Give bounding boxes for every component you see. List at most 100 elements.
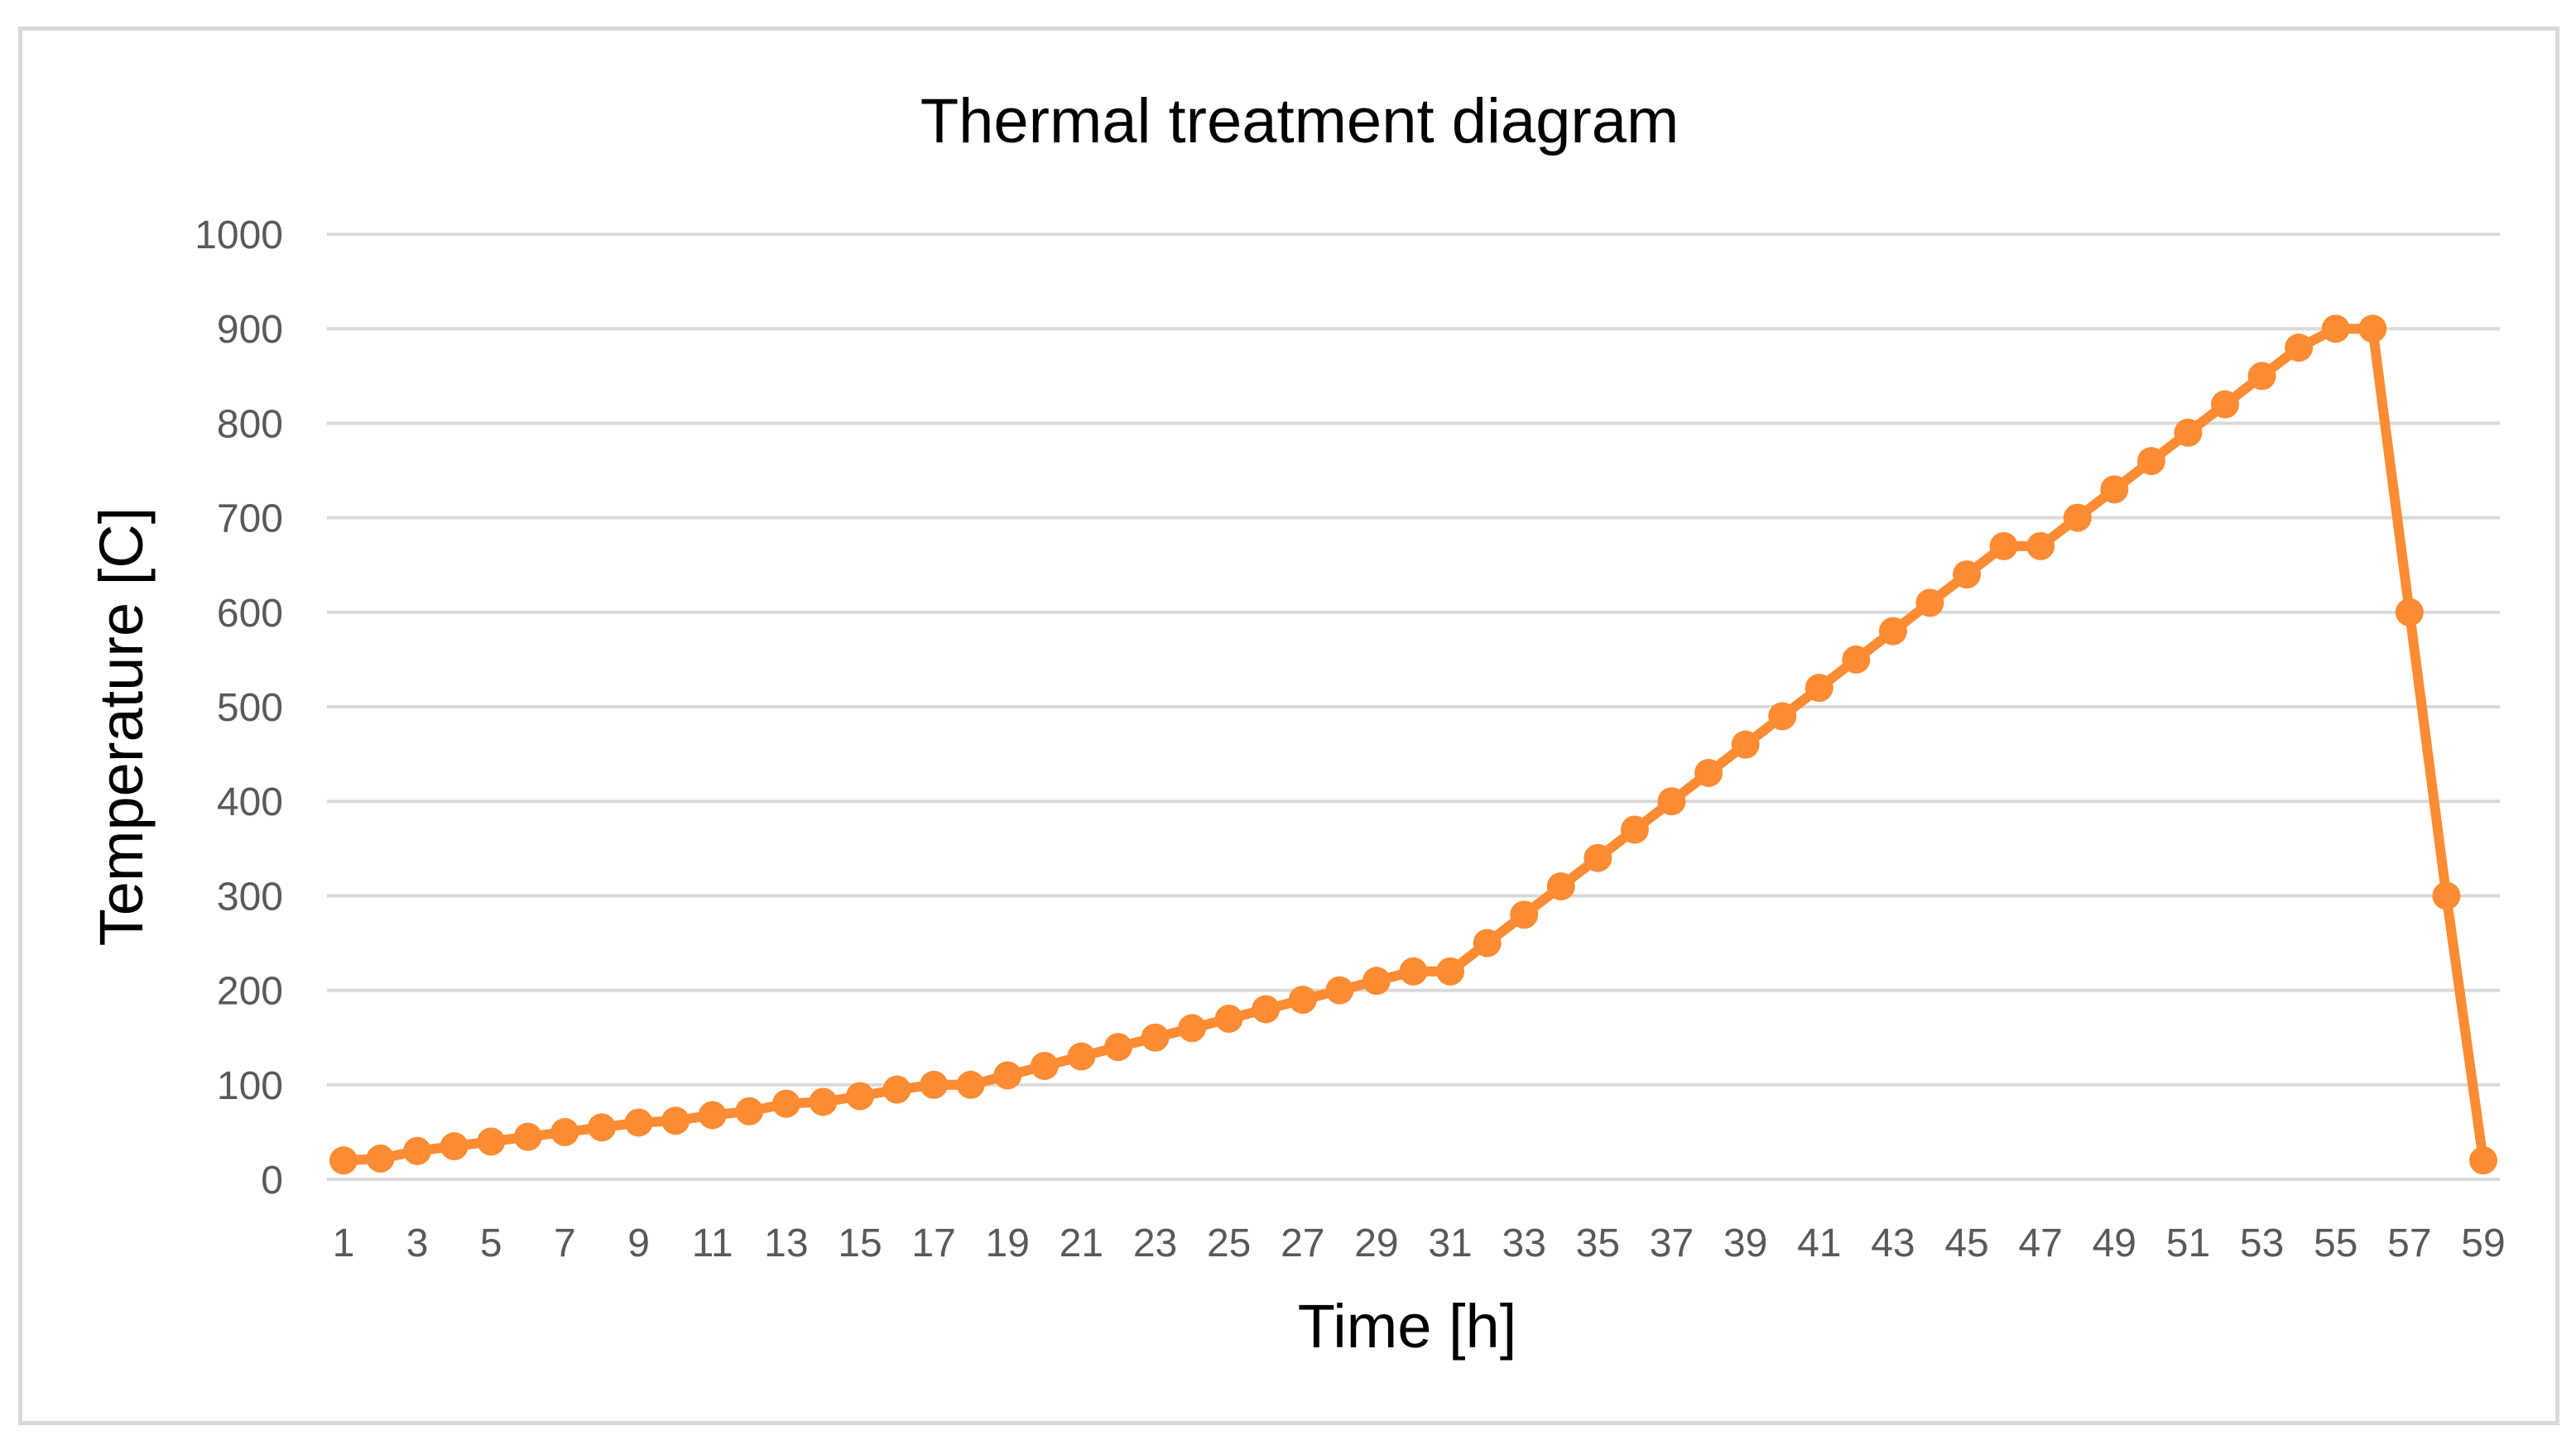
data-point xyxy=(1141,1023,1170,1052)
x-tick-label: 5 xyxy=(480,1222,502,1265)
data-point xyxy=(329,1146,358,1175)
x-tick-label: 3 xyxy=(406,1222,429,1265)
data-point xyxy=(1252,995,1281,1024)
data-point xyxy=(2285,334,2314,362)
x-tick-label: 49 xyxy=(2093,1222,2136,1265)
data-point xyxy=(2247,362,2276,391)
data-point xyxy=(771,1089,800,1118)
x-tick-label: 35 xyxy=(1576,1222,1620,1265)
data-point xyxy=(1030,1051,1059,1080)
data-point xyxy=(1842,645,1871,674)
data-point xyxy=(1399,957,1428,986)
y-tick-label: 900 xyxy=(217,308,283,352)
data-point xyxy=(1436,957,1465,986)
x-tick-label: 39 xyxy=(1723,1222,1767,1265)
x-tick-label: 41 xyxy=(1797,1222,1841,1265)
data-point xyxy=(1768,702,1797,731)
y-tick-label: 300 xyxy=(217,875,283,919)
data-point xyxy=(1657,787,1686,816)
x-tick-label: 21 xyxy=(1060,1222,1103,1265)
data-point xyxy=(2358,314,2387,343)
data-point xyxy=(624,1108,653,1137)
x-tick-label: 27 xyxy=(1281,1222,1324,1265)
x-tick-label: 31 xyxy=(1428,1222,1472,1265)
grid-lines xyxy=(327,233,2500,1181)
data-point xyxy=(1584,843,1612,872)
y-tick-label: 500 xyxy=(217,686,283,730)
x-tick-label: 43 xyxy=(1871,1222,1915,1265)
data-point xyxy=(698,1101,727,1130)
x-tick-label: 15 xyxy=(838,1222,882,1265)
data-point xyxy=(920,1070,949,1099)
x-tick-label: 19 xyxy=(986,1222,1030,1265)
data-point xyxy=(1694,758,1723,787)
y-tick-label: 800 xyxy=(217,402,283,446)
data-point xyxy=(2136,447,2165,476)
y-tick-label: 400 xyxy=(217,780,283,824)
data-point xyxy=(1620,815,1649,844)
x-tick-label: 59 xyxy=(2461,1222,2505,1265)
data-point xyxy=(1325,976,1354,1005)
data-point xyxy=(1878,617,1907,646)
y-tick-label: 700 xyxy=(217,497,283,541)
x-axis-ticks: 1 3 5 7 9 11 13 15 17 19 21 23 25 27 29 31 33 35 37 39 41 43 4… xyxy=(333,1222,2506,1265)
data-point xyxy=(1067,1042,1096,1071)
data-point xyxy=(1288,986,1317,1015)
x-tick-label: 25 xyxy=(1207,1222,1251,1265)
x-axis-title: Time [h] xyxy=(1298,1292,1517,1361)
data-point xyxy=(1510,900,1539,929)
data-point xyxy=(1103,1033,1132,1062)
y-axis-ticks: 0 100 200 300 400 500 600 700 800 900 1000 xyxy=(195,214,283,1203)
data-point xyxy=(1805,674,1833,703)
data-point xyxy=(956,1070,985,1099)
data-point xyxy=(1953,560,1982,589)
data-point xyxy=(1178,1014,1207,1043)
data-point xyxy=(2026,531,2055,560)
data-point xyxy=(2100,475,2129,504)
data-point xyxy=(845,1082,874,1111)
temperature-series xyxy=(329,314,2497,1175)
x-tick-label: 33 xyxy=(1502,1222,1546,1265)
data-point xyxy=(477,1127,506,1156)
data-point xyxy=(2211,390,2240,419)
data-point xyxy=(550,1117,579,1146)
y-tick-label: 1000 xyxy=(195,214,283,257)
data-point xyxy=(440,1132,469,1161)
data-point xyxy=(513,1122,542,1151)
x-tick-label: 57 xyxy=(2387,1222,2431,1265)
data-point xyxy=(2174,418,2203,447)
data-point xyxy=(2321,314,2350,343)
y-tick-label: 100 xyxy=(217,1064,283,1108)
x-tick-label: 29 xyxy=(1354,1222,1398,1265)
x-tick-label: 37 xyxy=(1650,1222,1694,1265)
x-tick-label: 9 xyxy=(627,1222,650,1265)
x-tick-label: 7 xyxy=(554,1222,576,1265)
data-point xyxy=(735,1097,764,1126)
y-tick-label: 0 xyxy=(261,1159,283,1203)
data-point xyxy=(2395,598,2424,626)
data-point xyxy=(1915,588,1944,617)
data-point xyxy=(1731,730,1760,759)
data-point xyxy=(2432,881,2461,910)
data-point xyxy=(1214,1004,1243,1033)
x-tick-label: 1 xyxy=(333,1222,355,1265)
x-tick-label: 45 xyxy=(1944,1222,1988,1265)
x-tick-label: 17 xyxy=(911,1222,955,1265)
data-point xyxy=(403,1136,432,1165)
data-point xyxy=(1989,531,2018,560)
data-point xyxy=(1362,967,1391,996)
x-tick-label: 47 xyxy=(2018,1222,2062,1265)
x-tick-label: 23 xyxy=(1133,1222,1177,1265)
data-point xyxy=(2469,1146,2497,1175)
data-point xyxy=(882,1075,911,1104)
data-point xyxy=(993,1061,1022,1090)
x-tick-label: 53 xyxy=(2240,1222,2284,1265)
data-point xyxy=(587,1113,616,1142)
data-point xyxy=(366,1144,395,1173)
data-point xyxy=(809,1087,838,1116)
data-point xyxy=(1546,871,1575,900)
y-tick-label: 200 xyxy=(217,970,283,1014)
data-point xyxy=(2063,503,2092,532)
x-tick-label: 11 xyxy=(692,1222,733,1265)
chart-frame xyxy=(18,26,2559,1425)
